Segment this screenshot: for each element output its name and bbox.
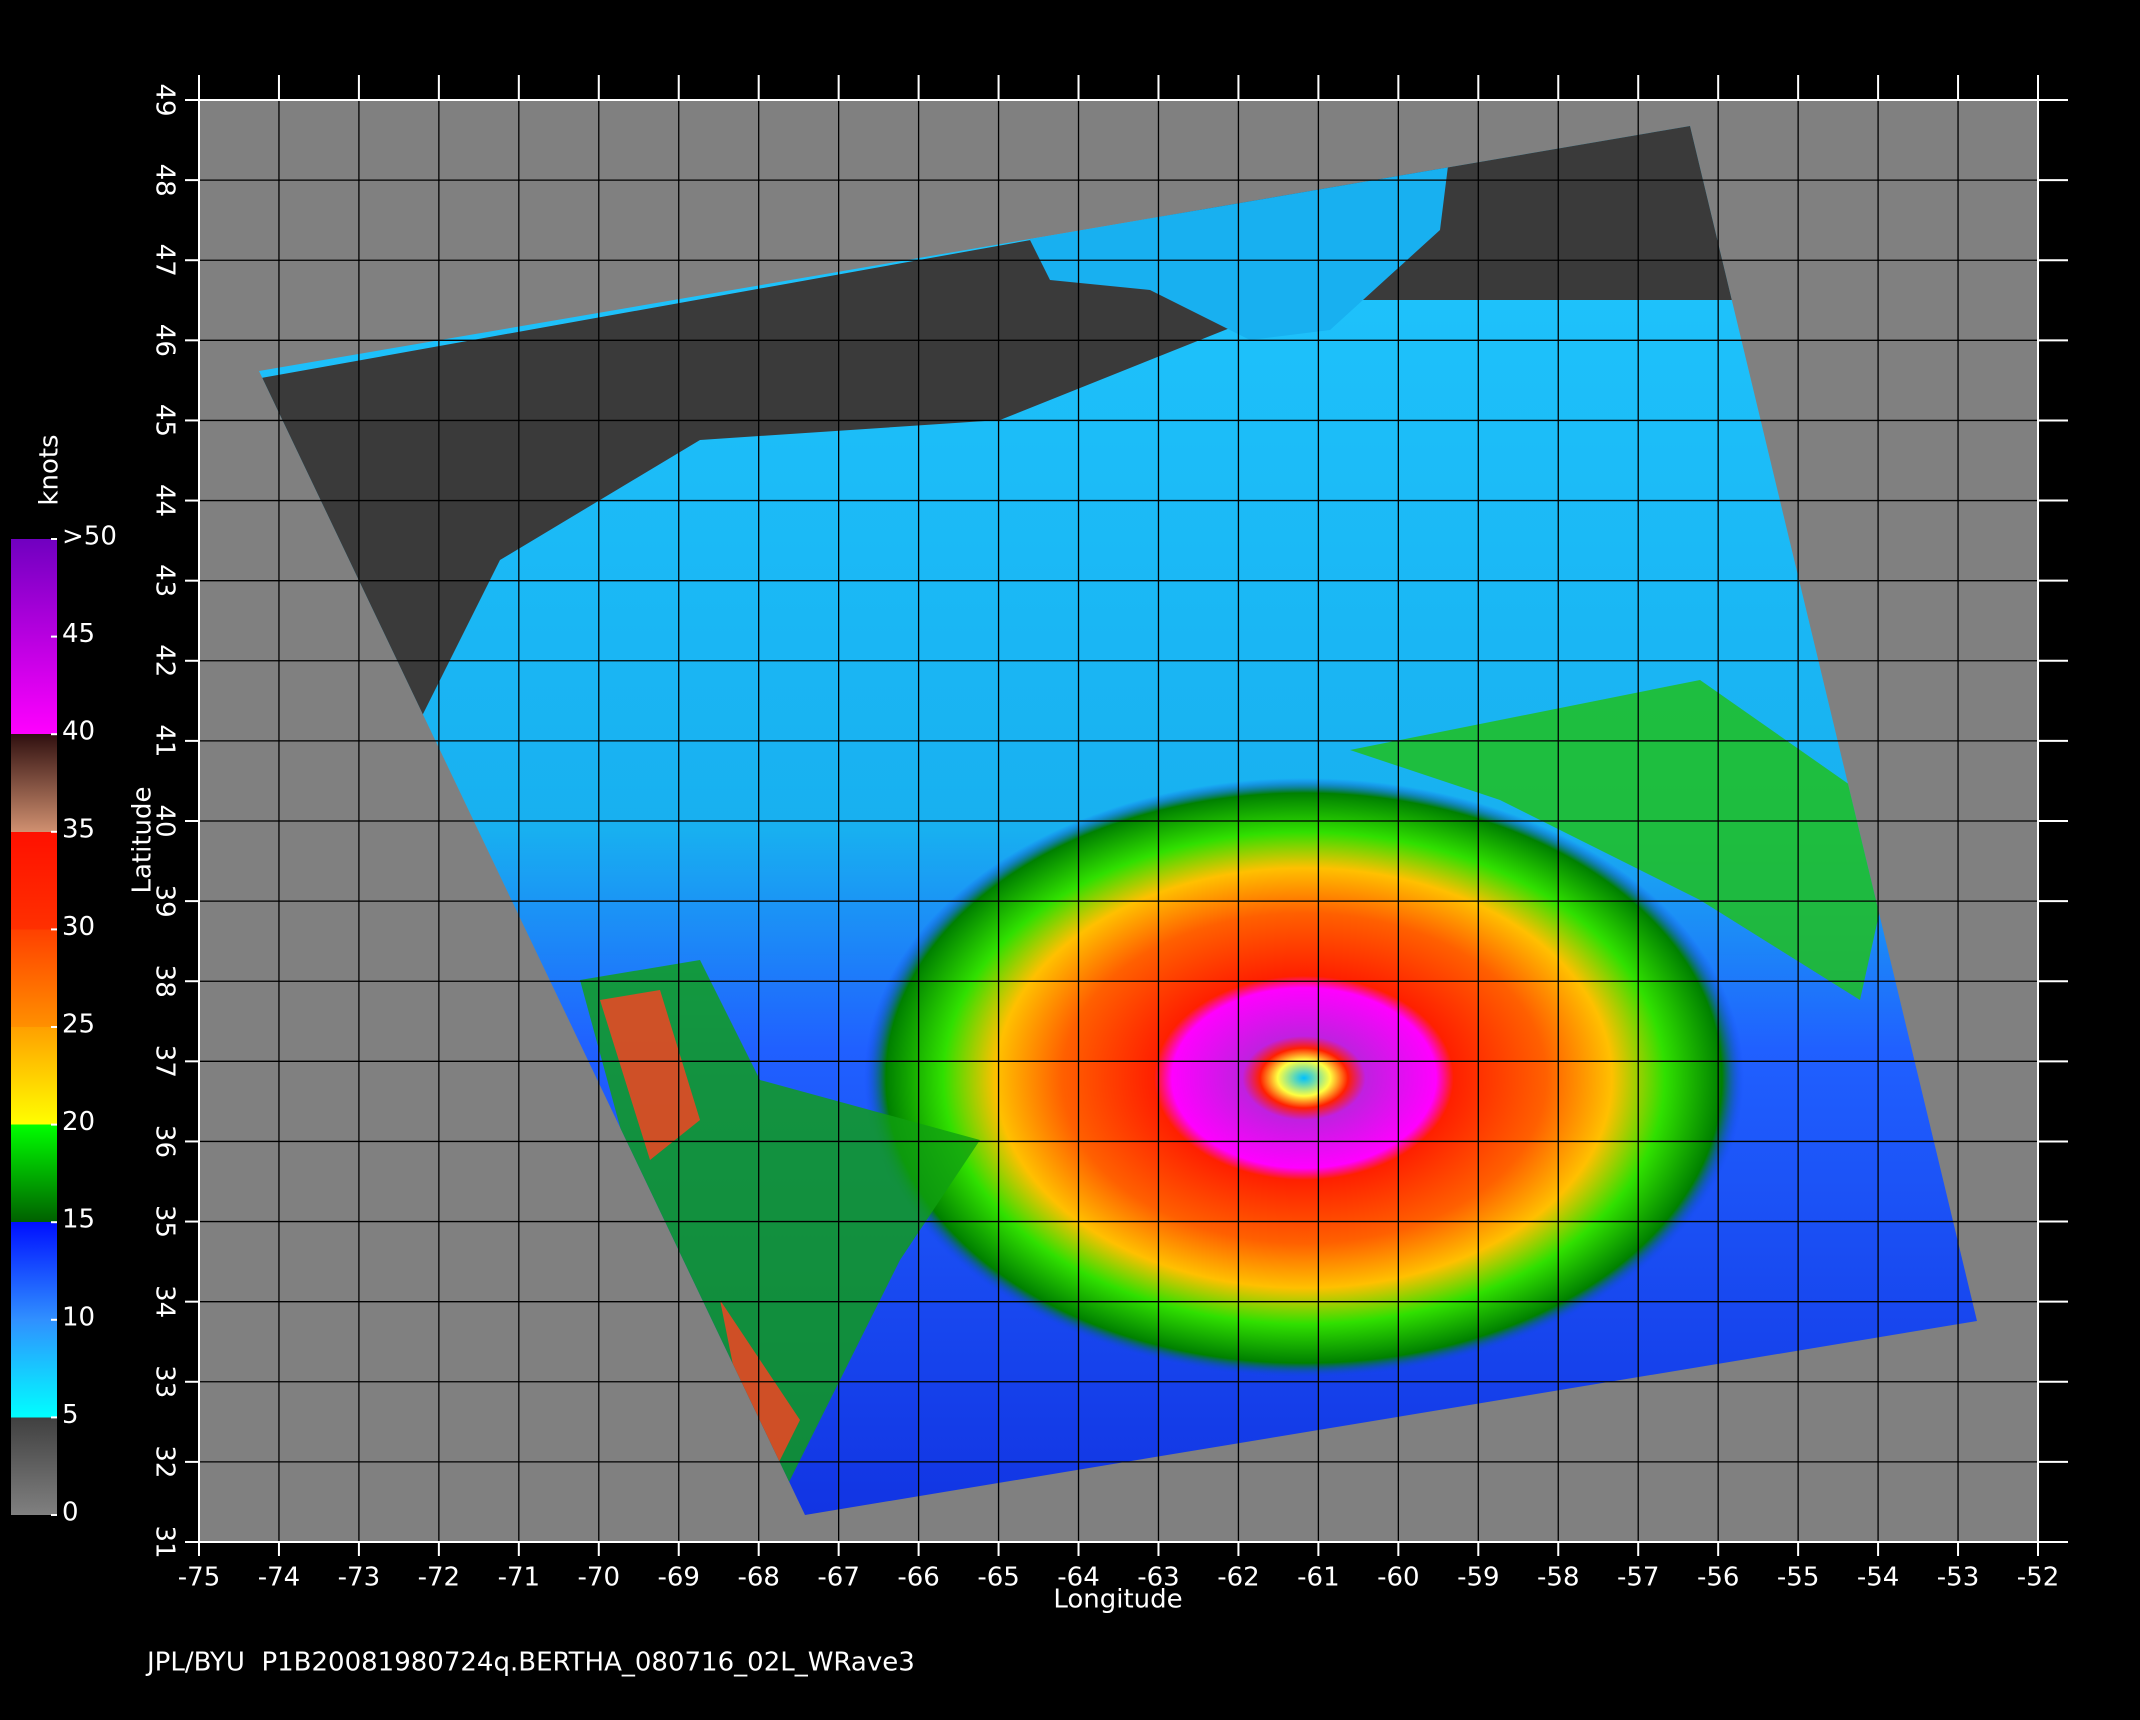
wind-band [1350,680,1900,1000]
y-tick-label: 37 [150,1045,180,1078]
x-tick-label: -54 [1857,1563,1899,1593]
y-tick-label: 48 [150,164,180,197]
y-tick-label: 39 [150,885,180,918]
x-tick-label: -64 [1057,1563,1099,1593]
y-tick-label: 44 [150,484,180,517]
colorbar-tick-label: 40 [62,717,95,747]
y-tick-label: 38 [150,965,180,998]
hurricane [864,778,1744,1378]
x-tick-label: -73 [338,1563,380,1593]
x-tick-label: -67 [817,1563,859,1593]
x-tick-label: -63 [1137,1563,1179,1593]
y-tick-label: 31 [150,1525,180,1558]
footer: JPL/BYU P1B20081980724q.BERTHA_080716_02… [145,1648,915,1678]
colorbar-tick-label: 25 [62,1010,95,1040]
y-tick-label: 36 [150,1125,180,1158]
y-tick-label: 33 [150,1365,180,1398]
colorbar-label: knots [35,434,65,505]
y-tick-label: 47 [150,244,180,277]
y-tick-label: 43 [150,564,180,597]
x-tick-label: -52 [2017,1563,2059,1593]
x-tick-label: -55 [1777,1563,1819,1593]
colorbar-tick-label: 30 [62,912,95,942]
colorbar-tick-label: 35 [62,814,95,844]
colorbar-tick-label: >50 [62,522,117,552]
colorbar-tick-label: 0 [62,1498,79,1528]
colorbar-tick-label: 15 [62,1205,95,1235]
y-tick-label: 49 [150,83,180,116]
axes: -75 -74 -73 -72 -71 -70 -69 -68 -67 -66 -65 -64 -63 -… [150,75,2068,1593]
x-tick-label: -75 [178,1563,220,1593]
x-tick-label: -69 [658,1563,700,1593]
colorbar-tick-label: 5 [62,1400,79,1430]
x-tick-label: -71 [498,1563,540,1593]
y-axis-label: Latitude [128,786,158,893]
x-tick-label: -57 [1617,1563,1659,1593]
y-tick-label: 34 [150,1285,180,1318]
x-tick-label: -66 [897,1563,939,1593]
x-tick-label: -62 [1217,1563,1259,1593]
y-tick-label: 32 [150,1445,180,1478]
x-tick-label: -58 [1537,1563,1579,1593]
y-tick-label: 40 [150,804,180,837]
y-tick-label: 46 [150,324,180,357]
y-tick-label: 45 [150,404,180,437]
x-tick-label: -65 [977,1563,1019,1593]
x-tick-label: -72 [418,1563,460,1593]
wind-band [600,990,800,1500]
x-tick-label: -60 [1377,1563,1419,1593]
colorbar-tick-label: 10 [62,1302,95,1332]
x-tick-label: -68 [737,1563,779,1593]
x-tick-label: -70 [578,1563,620,1593]
colorbar [11,539,57,1515]
y-tick-label: 42 [150,644,180,677]
x-tick-label: -53 [1937,1563,1979,1593]
y-tick-label: 35 [150,1205,180,1238]
x-tick-label: -56 [1697,1563,1739,1593]
x-tick-label: -59 [1457,1563,1499,1593]
y-tick-label: 41 [150,724,180,757]
x-axis-label: Longitude [1053,1585,1182,1615]
x-tick-label: -74 [258,1563,300,1593]
x-tick-label: -61 [1297,1563,1339,1593]
colorbar-tick-label: 45 [62,619,95,649]
colorbar-tick-label: 20 [62,1107,95,1137]
